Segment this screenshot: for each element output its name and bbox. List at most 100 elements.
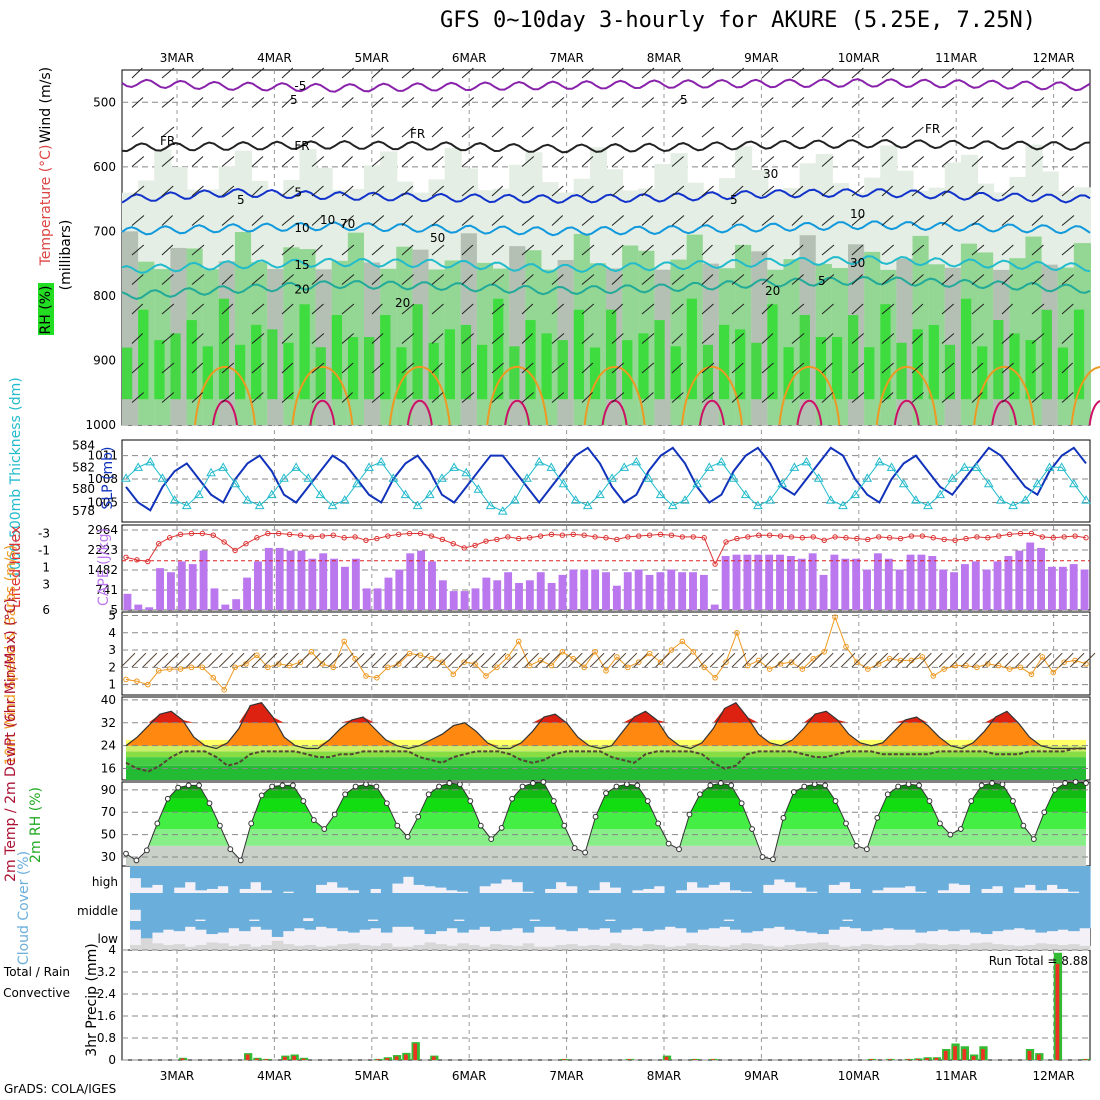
wind-barb <box>911 362 924 374</box>
rh-shade-moist <box>654 320 665 400</box>
precip-convective-label: Convective <box>3 986 70 1000</box>
li-point <box>308 534 315 540</box>
cloud-high-bar <box>206 866 218 889</box>
cloud-high-bar <box>239 866 251 889</box>
thickness-ytick: 584 <box>72 438 95 452</box>
cloud-low-bar <box>959 921 971 930</box>
cloud-low-fill <box>424 942 437 950</box>
isotherm-label: 5 <box>294 186 302 200</box>
cloud-low-bar <box>708 921 720 929</box>
cloud-low-fill <box>839 946 851 950</box>
cloud-high-bar <box>1068 866 1080 892</box>
cloud-low-fill <box>173 944 186 950</box>
rh-shade-mid <box>896 258 914 425</box>
cape-bar <box>906 554 915 610</box>
thickness-point <box>558 478 569 488</box>
cloud-high-bar <box>948 866 960 884</box>
wind-barb <box>701 274 714 285</box>
surface-wind-barb <box>197 652 212 668</box>
rh-shade-moist <box>783 347 794 400</box>
wind-barb <box>791 126 805 138</box>
cape-bar <box>515 583 523 610</box>
cloud-low-bar <box>697 921 709 930</box>
cloud-high-bar <box>337 866 349 888</box>
wind-barb <box>671 244 685 256</box>
rh-shade-moist <box>718 324 730 400</box>
rh-shade-moist <box>767 304 778 400</box>
wind-barb <box>881 215 894 226</box>
isotherm-30 <box>309 399 336 426</box>
precip-convective-bar <box>301 1058 306 1060</box>
cape-bar <box>721 556 730 610</box>
wind-barb <box>761 303 773 315</box>
thickness-point <box>546 462 557 471</box>
rh-point <box>143 847 150 854</box>
wind-barb <box>161 392 175 403</box>
cloud-low-fill <box>588 944 600 950</box>
wind-barb <box>521 303 534 315</box>
rh-shade-moist <box>622 340 633 400</box>
surface-wind-barb <box>295 652 310 668</box>
rh-point <box>957 826 964 832</box>
wind-barb <box>131 156 145 167</box>
wind-speed-point <box>352 655 358 662</box>
rh-shade-moist <box>444 329 455 400</box>
surface-wind-barb <box>927 652 943 668</box>
wind-barb <box>1031 362 1045 374</box>
thickness-point <box>121 473 131 482</box>
date-label-top: 9MAR <box>744 51 779 65</box>
wind-barb <box>371 97 384 108</box>
cloud-high-bar <box>686 866 698 883</box>
date-label-top: 12MAR <box>1033 51 1075 65</box>
wind-speed-point <box>766 666 773 672</box>
surface-wind-barb <box>458 652 474 668</box>
cloud-high-bar <box>500 866 513 880</box>
date-label-bottom: 5MAR <box>355 1069 390 1083</box>
cloud-middle-bar <box>906 893 919 921</box>
cloud-low-fill <box>893 944 906 950</box>
rh-point <box>519 783 526 790</box>
rh-shade-moist <box>670 346 681 400</box>
wind-barb <box>671 185 685 197</box>
wind-barb <box>521 126 534 138</box>
surface-wind-barb <box>873 652 889 668</box>
rh-point <box>571 845 578 851</box>
li-point <box>1006 531 1013 538</box>
li-point <box>483 538 489 544</box>
cloud-low-bar <box>730 921 742 930</box>
cloud-low-bar <box>773 921 786 927</box>
cloud-low-fill <box>740 943 753 950</box>
wind-barb <box>251 333 265 344</box>
cloud-middle-bar <box>1036 893 1048 921</box>
isotherm-line <box>121 220 1091 237</box>
cloud-high-bar <box>893 866 906 888</box>
temp-warm-fill <box>126 702 1086 746</box>
cloud-high-bar <box>304 866 317 893</box>
cloud-low-fill <box>184 946 197 950</box>
thickness-point <box>534 456 545 466</box>
wind-barb <box>641 333 655 344</box>
wind-barb <box>191 156 204 167</box>
rh-point <box>717 780 724 787</box>
cloud-low-fill <box>1057 944 1069 950</box>
cloud-middle-bar <box>992 893 1005 921</box>
cloud-middle-bar <box>734 893 746 921</box>
isotherm-label: 10 <box>294 221 309 235</box>
wind-barb <box>851 215 864 226</box>
wind-speed-point <box>690 648 697 655</box>
cloud-low-fill <box>239 944 251 950</box>
wind-barb <box>371 185 385 197</box>
rh2m-axis-label: 2m RH (%) <box>28 787 44 863</box>
rh-point <box>790 789 797 795</box>
wind-speed-point <box>843 643 849 650</box>
isotherm-line <box>121 138 1091 154</box>
cloud-middle-bar <box>442 893 455 921</box>
cloud-low-fill <box>1002 944 1015 950</box>
cape-bar <box>406 553 415 610</box>
cloud-low-bar <box>599 921 611 929</box>
wind-speed-point <box>974 664 980 671</box>
cloud-low-fill <box>162 944 175 950</box>
precip-ytick: 3.2 <box>97 965 116 979</box>
thickness-point <box>412 500 423 510</box>
temp-axis-label: Temperature (°C) <box>38 145 54 267</box>
